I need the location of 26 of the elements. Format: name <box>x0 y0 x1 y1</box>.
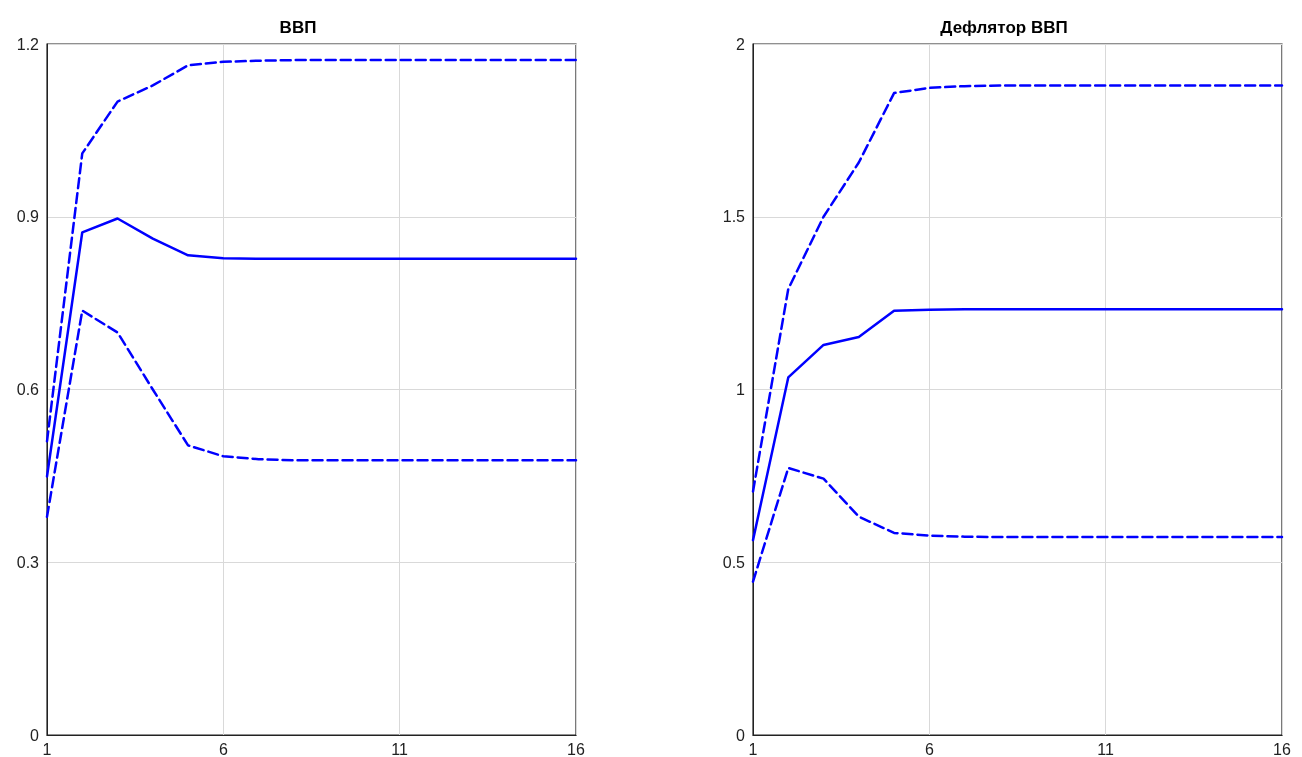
line-series <box>45 309 578 519</box>
x-tick-label: 6 <box>218 740 228 757</box>
x-tick-label: 11 <box>1097 740 1115 757</box>
x-tick-label: 16 <box>1273 740 1291 757</box>
y-tick-label: 0.9 <box>16 208 40 226</box>
line-series <box>45 217 578 478</box>
y-tick-label: 1.2 <box>16 35 40 53</box>
line-series <box>45 58 578 443</box>
y-tick-label: 1.5 <box>722 208 746 226</box>
x-tick-label: 1 <box>748 740 758 757</box>
y-tick-label: 1 <box>736 381 746 398</box>
y-tick-label: 0.3 <box>16 553 40 571</box>
y-tick-label: 0.5 <box>722 553 746 571</box>
y-tick-label: 2 <box>736 35 746 53</box>
x-tick-label: 11 <box>391 740 409 757</box>
y-tick-label: 0.6 <box>16 381 40 398</box>
line-series <box>751 84 1284 493</box>
y-tick-label: 0 <box>30 726 40 744</box>
x-tick-label: 16 <box>567 740 585 757</box>
x-tick-label: 1 <box>42 740 52 757</box>
chart-title: Дефлятор ВВП <box>940 18 1068 37</box>
line-series <box>751 308 1284 542</box>
chart-title: ВВП <box>279 18 317 37</box>
line-series <box>751 466 1284 583</box>
y-tick-label: 0 <box>736 726 746 744</box>
x-tick-label: 6 <box>924 740 934 757</box>
